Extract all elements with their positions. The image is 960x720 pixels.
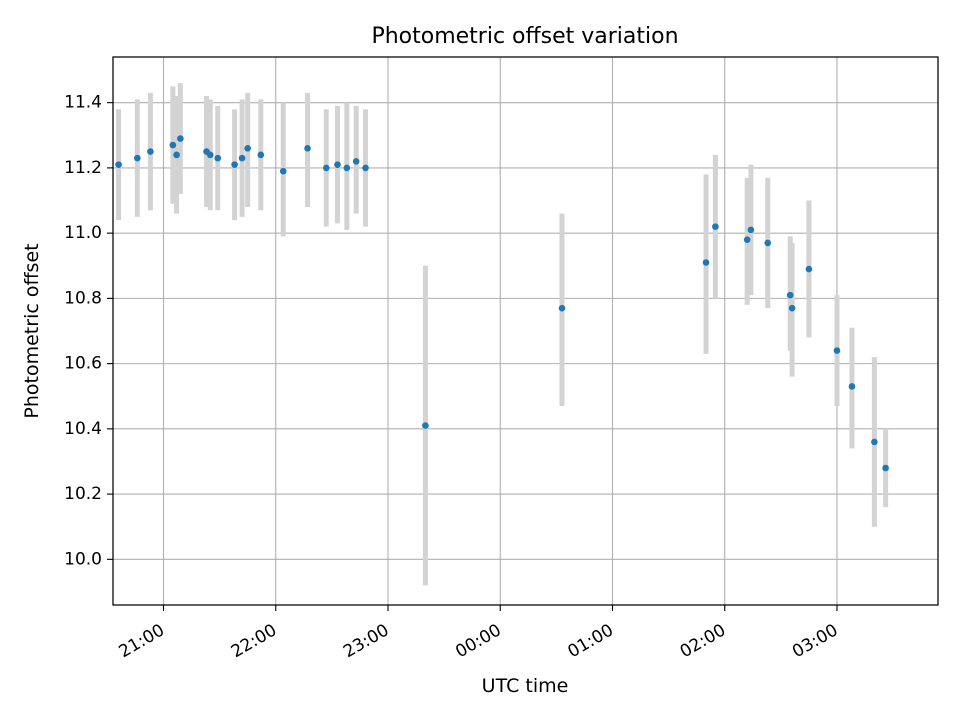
- data-point: [343, 164, 351, 172]
- data-point: [279, 167, 287, 175]
- data-point: [848, 383, 856, 390]
- data-point: [304, 145, 311, 152]
- data-point: [805, 265, 813, 273]
- y-axis-label: Photometric offset: [21, 243, 43, 418]
- data-point: [173, 151, 180, 159]
- data-point: [788, 304, 796, 312]
- data-points: [115, 135, 889, 472]
- data-point: [764, 239, 772, 247]
- data-point: [558, 304, 566, 312]
- data-point: [177, 135, 184, 142]
- data-point: [362, 164, 369, 172]
- y-tick-label: 10.6: [64, 354, 102, 374]
- data-point: [882, 464, 889, 472]
- y-tick-label: 10.0: [64, 549, 102, 569]
- data-point: [134, 154, 141, 162]
- data-point: [743, 236, 751, 243]
- y-tick-label: 11.2: [64, 158, 102, 178]
- x-axis-label: UTC time: [482, 675, 569, 697]
- data-point: [169, 141, 177, 149]
- data-point: [352, 158, 360, 165]
- y-tick-label: 10.8: [64, 288, 102, 308]
- data-point: [257, 151, 265, 159]
- data-point: [231, 161, 238, 168]
- data-point: [712, 223, 719, 230]
- data-point: [115, 161, 122, 168]
- plot-frame: [112, 56, 939, 606]
- data-point: [786, 291, 794, 299]
- data-point: [702, 259, 710, 266]
- data-point: [244, 145, 251, 152]
- y-axis-ticks: 10.0 10.2 10.4 10.6 10.8 11.0 11.2 11.4: [64, 93, 113, 569]
- data-point: [334, 161, 341, 168]
- y-tick-label: 11.0: [64, 223, 102, 243]
- data-point: [833, 347, 841, 354]
- data-point: [206, 151, 214, 159]
- y-tick-label: 10.4: [64, 419, 102, 439]
- data-point: [214, 154, 222, 162]
- data-point: [422, 422, 429, 429]
- data-point: [322, 164, 330, 172]
- y-tick-label: 11.4: [64, 93, 102, 113]
- data-point: [238, 154, 246, 162]
- y-tick-label: 10.2: [64, 484, 102, 504]
- data-point: [147, 148, 154, 155]
- chart-title: Photometric offset variation: [371, 24, 678, 49]
- grid: [113, 57, 938, 605]
- data-point: [747, 226, 755, 234]
- data-point: [871, 438, 878, 446]
